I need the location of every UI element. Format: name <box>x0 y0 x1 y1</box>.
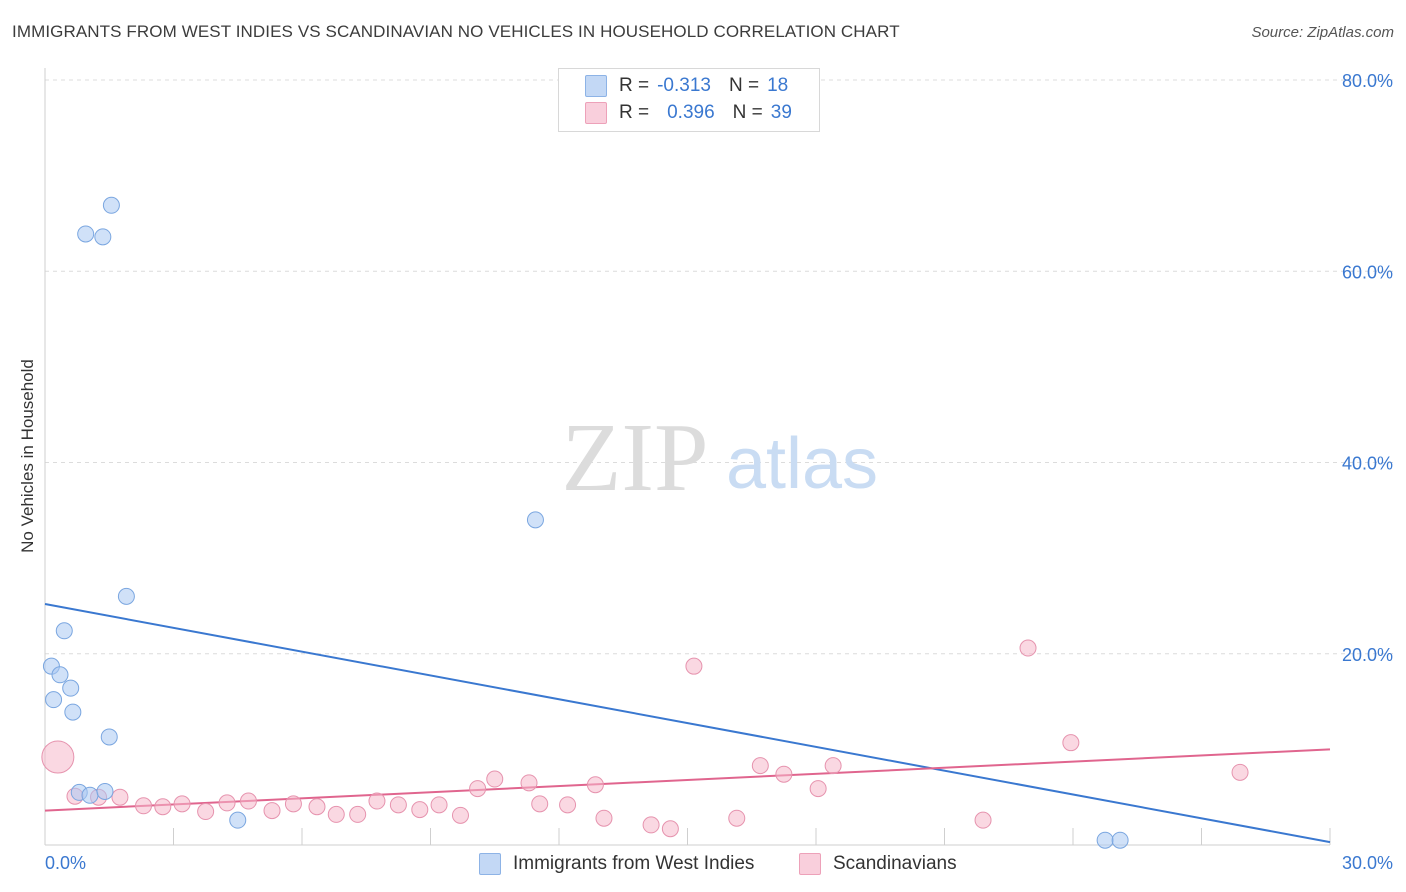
point-scandinavians <box>263 802 281 820</box>
point-west-indies <box>100 728 118 746</box>
legend-swatch-blue <box>585 75 607 97</box>
point-scandinavians <box>368 792 386 810</box>
point-scandinavians <box>728 809 746 827</box>
point-scandinavians <box>308 798 326 816</box>
point-scandinavians <box>197 803 215 821</box>
point-scandinavians <box>824 757 842 775</box>
point-west-indies <box>51 666 69 684</box>
point-west-indies <box>1096 831 1114 849</box>
point-scandinavians <box>809 780 827 798</box>
point-scandinavians <box>327 805 345 823</box>
chart-title: IMMIGRANTS FROM WEST INDIES VS SCANDINAV… <box>12 22 900 41</box>
point-scandinavians <box>751 757 769 775</box>
point-scandinavians <box>661 820 679 838</box>
watermark: ZIP atlas <box>562 404 879 512</box>
point-scandinavians <box>451 806 469 824</box>
trend-lines <box>44 603 1331 844</box>
point-west-indies <box>102 196 120 214</box>
trend-line-scandinavians <box>44 748 1331 812</box>
point-scandinavians <box>239 792 257 810</box>
point-scandinavians <box>218 794 236 812</box>
legend-r-value: -0.313 <box>657 75 711 96</box>
x-tick-label: 30.0% <box>1342 853 1393 873</box>
series-name: Scandinavians <box>833 853 957 874</box>
point-west-indies <box>81 786 99 804</box>
legend-swatch-pink <box>585 102 607 124</box>
legend-n-label: N = <box>732 102 763 123</box>
point-west-indies <box>94 228 112 246</box>
point-scandinavians <box>389 796 407 814</box>
point-scandinavians <box>974 811 992 829</box>
point-scandinavians <box>1062 734 1080 752</box>
point-west-indies <box>117 587 135 605</box>
legend-r-value: 0.396 <box>667 102 715 123</box>
legend-r-label: R = <box>619 75 650 96</box>
series-swatch-blue <box>479 853 501 875</box>
y-tick-label: 80.0% <box>1342 71 1393 91</box>
point-scandinavians <box>685 657 703 675</box>
point-scandinavians <box>1019 639 1037 657</box>
point-scandinavians <box>411 801 429 819</box>
point-west-indies <box>96 782 114 800</box>
series-name: Immigrants from West Indies <box>513 853 755 874</box>
y-tick-label: 40.0% <box>1342 454 1393 474</box>
point-scandinavians <box>586 776 604 794</box>
point-scandinavians <box>111 788 129 806</box>
point-scandinavians <box>486 770 504 788</box>
point-west-indies <box>62 679 80 697</box>
point-scandinavians <box>469 780 487 798</box>
source-label: Source: ZipAtlas.com <box>1251 24 1394 41</box>
point-west-indies <box>1111 831 1129 849</box>
series-legend-scandinavians: Scandinavians <box>799 851 957 877</box>
point-scandinavians <box>520 774 538 792</box>
legend-n-label: N = <box>728 75 760 96</box>
point-scandinavians <box>1231 763 1249 781</box>
series-legend-west-indies: Immigrants from West Indies <box>479 851 754 877</box>
point-west-indies <box>526 511 544 529</box>
legend-n-value: 39 <box>770 102 792 123</box>
point-scandinavians <box>284 795 302 813</box>
watermark-zip: ZIP <box>562 404 709 512</box>
point-west-indies <box>55 622 73 640</box>
point-scandinavians <box>430 796 448 814</box>
y-tick-label: 60.0% <box>1342 262 1393 282</box>
point-scandinavians <box>642 816 660 834</box>
tick-labels: 20.0% 40.0% 60.0% 80.0% 0.0% 30.0% <box>45 71 1393 873</box>
point-west-indies <box>45 691 63 709</box>
point-scandinavians <box>154 798 172 816</box>
watermark-atlas: atlas <box>726 424 878 504</box>
data-points <box>41 196 1249 849</box>
point-scandinavians <box>173 795 191 813</box>
x-tick-label: 0.0% <box>45 853 86 873</box>
point-west-indies <box>229 811 247 829</box>
legend-n-value: 18 <box>767 75 789 96</box>
correlation-legend: R = -0.313 N = 18 R = 0.396 N = 39 <box>558 68 820 132</box>
point-scandinavians <box>559 796 577 814</box>
point-scandinavians <box>135 797 153 815</box>
y-tick-label: 20.0% <box>1342 645 1393 665</box>
trend-line-west-indies <box>44 603 1331 844</box>
point-scandinavians <box>595 809 613 827</box>
point-west-indies <box>77 225 95 243</box>
point-scandinavians <box>531 795 549 813</box>
point-scandinavians <box>775 765 793 783</box>
gridlines <box>45 79 1394 655</box>
legend-r-label: R = <box>619 102 650 123</box>
point-scandinavians <box>349 805 367 823</box>
series-swatch-pink <box>799 853 821 875</box>
point-scandinavians <box>41 740 75 774</box>
point-west-indies <box>64 703 82 721</box>
